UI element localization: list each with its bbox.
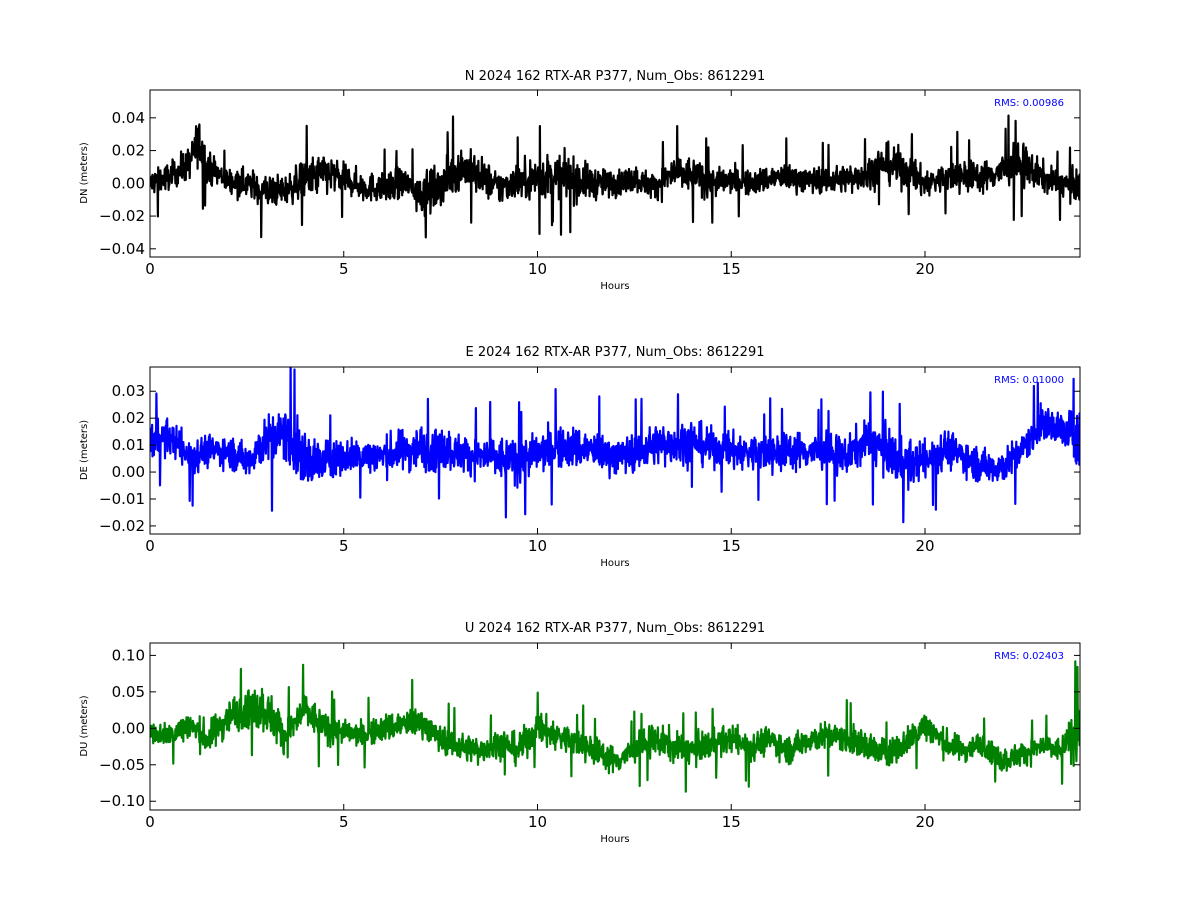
y-tick-label: −0.02 — [99, 207, 145, 225]
panel-up: U 2024 162 RTX-AR P377, Num_Obs: 8612291… — [79, 621, 1081, 845]
x-tick-label: 5 — [339, 813, 349, 831]
x-axis-label: Hours — [600, 558, 629, 569]
x-tick-label: 10 — [528, 537, 547, 555]
x-tick-label: 20 — [915, 537, 934, 555]
series-line — [150, 114, 1080, 239]
plot-frame — [149, 642, 1081, 811]
y-tick-label: 0.00 — [112, 719, 145, 737]
x-tick-label: 10 — [528, 813, 547, 831]
panel-east: E 2024 162 RTX-AR P377, Num_Obs: 8612291… — [79, 345, 1081, 569]
y-tick-label: 0.01 — [112, 436, 145, 454]
rms-label: RMS: 0.01000 — [994, 375, 1064, 386]
series-layer — [150, 114, 1080, 239]
y-axis-label: DN (meters) — [79, 142, 90, 204]
plot-frame — [149, 366, 1081, 535]
x-tick-label: 20 — [915, 260, 934, 278]
x-tick-label: 0 — [145, 260, 155, 278]
panel-title: U 2024 162 RTX-AR P377, Num_Obs: 8612291 — [465, 621, 765, 636]
x-axis: 0 5 10 15 20 — [145, 643, 935, 831]
rms-label: RMS: 0.00986 — [994, 98, 1064, 109]
y-tick-label: 0.02 — [112, 409, 145, 427]
y-tick-label: −0.02 — [99, 517, 145, 535]
y-tick-label: 0.00 — [112, 174, 145, 192]
x-axis: 0 5 10 15 20 — [145, 367, 935, 555]
y-tick-label: 0.00 — [112, 463, 145, 481]
y-tick-label: −0.10 — [99, 792, 145, 810]
y-tick-label: 0.03 — [112, 382, 145, 400]
rms-label: RMS: 0.02403 — [994, 651, 1064, 662]
series-line — [150, 660, 1080, 793]
y-tick-label: 0.04 — [112, 109, 145, 127]
y-axis-label: DU (meters) — [79, 695, 90, 756]
x-tick-label: 0 — [145, 537, 155, 555]
x-tick-label: 15 — [722, 537, 741, 555]
x-tick-label: 20 — [915, 813, 934, 831]
y-tick-label: −0.01 — [99, 490, 145, 508]
panel-title: E 2024 162 RTX-AR P377, Num_Obs: 8612291 — [466, 345, 765, 360]
y-axis: −0.10 −0.05 0.00 0.05 0.10 — [99, 646, 1080, 810]
series-layer — [150, 367, 1080, 524]
y-axis: −0.04 −0.02 0.00 0.02 0.04 — [99, 109, 1080, 258]
y-axis: −0.02 −0.01 0.00 0.01 0.02 0.03 — [99, 382, 1080, 535]
y-tick-label: 0.02 — [112, 142, 145, 160]
x-tick-label: 5 — [339, 260, 349, 278]
x-tick-label: 5 — [339, 537, 349, 555]
x-tick-label: 15 — [722, 813, 741, 831]
y-tick-label: 0.05 — [112, 683, 145, 701]
panel-title: N 2024 162 RTX-AR P377, Num_Obs: 8612291 — [465, 69, 765, 84]
y-axis-label: DE (meters) — [79, 420, 90, 480]
plot-frame — [149, 89, 1081, 258]
x-axis-label: Hours — [600, 281, 629, 292]
x-axis: 0 5 10 15 20 — [145, 90, 935, 278]
x-tick-label: 15 — [722, 260, 741, 278]
y-tick-label: 0.10 — [112, 646, 145, 664]
panel-north: N 2024 162 RTX-AR P377, Num_Obs: 8612291… — [79, 69, 1081, 292]
y-tick-label: −0.04 — [99, 240, 145, 258]
x-tick-label: 10 — [528, 260, 547, 278]
series-line — [150, 367, 1080, 524]
y-tick-label: −0.05 — [99, 756, 145, 774]
series-layer — [150, 660, 1080, 793]
x-tick-label: 0 — [145, 813, 155, 831]
x-axis-label: Hours — [600, 834, 629, 845]
